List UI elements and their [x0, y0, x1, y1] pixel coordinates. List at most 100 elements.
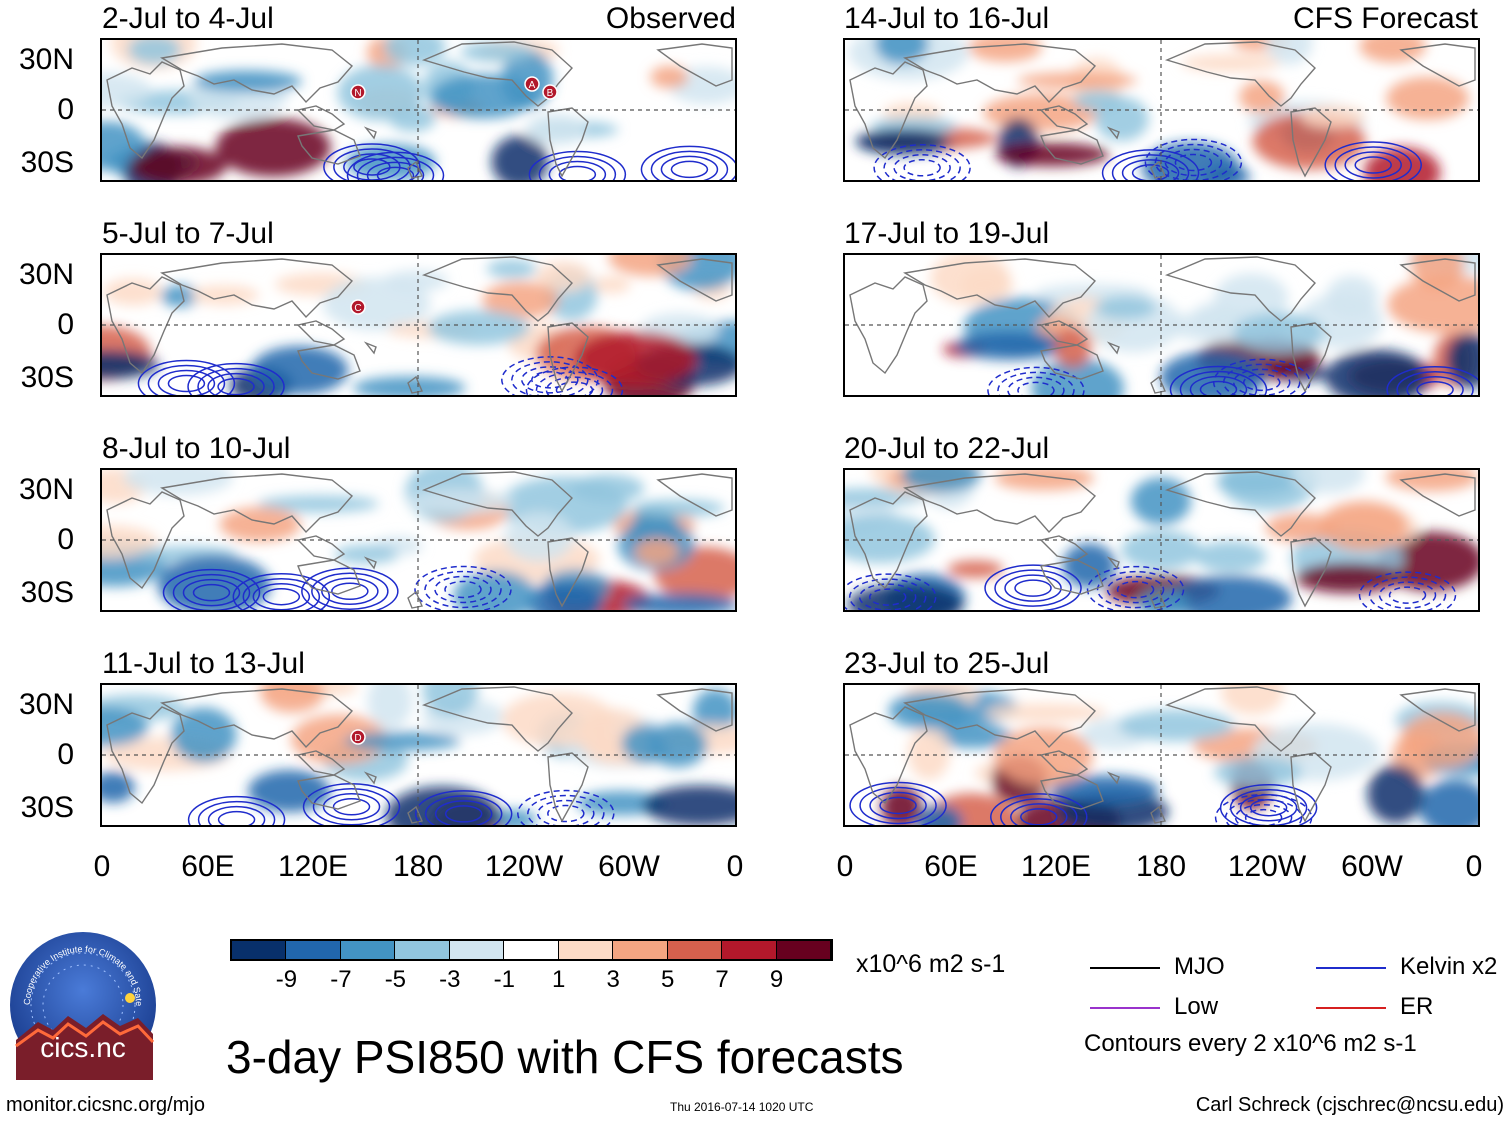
- y-label-30s: 30S: [20, 361, 74, 394]
- kelvin-contour-line: [197, 800, 276, 825]
- x-label: 60E: [924, 850, 978, 883]
- coastlines: [849, 686, 1476, 824]
- storm-label: N: [354, 88, 361, 99]
- colorbar-swatch: [504, 941, 559, 959]
- psi-anomaly-blob: [1095, 296, 1156, 320]
- kelvin-contour-line: [1111, 154, 1190, 180]
- x-label: 120E: [277, 850, 349, 883]
- y-label-30s: 30S: [20, 146, 74, 179]
- psi-anomaly-blob: [123, 470, 234, 496]
- kelvin-contour-line: [192, 583, 231, 602]
- psi-anomaly-blob: [1419, 779, 1478, 825]
- land-outline: [297, 129, 361, 165]
- panel-title: 17-Jul to 19-Jul: [844, 217, 1050, 250]
- kelvin-contour-line: [1396, 371, 1474, 395]
- land-outline: [1040, 559, 1104, 595]
- psi-anomaly-blob: [102, 72, 152, 109]
- footer-credit: Carl Schreck (cjschrec@ncsu.edu): [1195, 1094, 1504, 1116]
- map-panel: D: [100, 683, 737, 827]
- footer-url[interactable]: monitor.cicsnc.org/mjo: [6, 1094, 205, 1116]
- colorbar-swatch: [776, 941, 831, 959]
- psi-shading: [848, 40, 1469, 180]
- psi-anomaly-blob: [1214, 757, 1302, 788]
- psi-anomaly-blob: [608, 255, 692, 277]
- kelvin-contour-line: [1174, 153, 1213, 172]
- psi-anomaly-blob: [1073, 90, 1124, 111]
- map-panel: [843, 38, 1480, 182]
- psi-anomaly-blob: [383, 40, 446, 67]
- psi-anomaly-blob: [504, 512, 574, 562]
- kelvin-contour-line: [1121, 159, 1180, 180]
- psi-anomaly-blob: [1054, 327, 1092, 369]
- psi-anomaly-blob: [1031, 358, 1125, 395]
- psi-anomaly-blob: [536, 261, 591, 293]
- kelvin-contour-line: [242, 577, 321, 610]
- kelvin-contour-line: [868, 588, 907, 606]
- coastlines: [106, 471, 733, 609]
- kelvin-contour-line: [414, 790, 513, 825]
- map-panel: [843, 253, 1480, 397]
- x-label: 60W: [598, 850, 660, 883]
- x-label: 60W: [1341, 850, 1403, 883]
- colorbar: [230, 939, 833, 961]
- kelvin-contour-line: [1242, 373, 1281, 392]
- kelvin-contour-line: [1004, 574, 1062, 602]
- land-outline: [849, 61, 928, 160]
- kelvin-contour-line: [845, 573, 937, 610]
- x-label: 120W: [1227, 850, 1307, 883]
- land-outline: [1164, 471, 1316, 537]
- land-outline: [160, 258, 354, 319]
- y-label-30s: 30S: [20, 576, 74, 609]
- land-outline: [1106, 771, 1120, 785]
- coastlines: [106, 41, 733, 179]
- psi-anomaly-blob: [907, 726, 950, 780]
- kelvin-contour-line: [1131, 164, 1170, 180]
- land-outline: [421, 471, 573, 537]
- kelvin-contour-line: [521, 366, 579, 394]
- psi-anomaly-blob: [453, 570, 537, 610]
- land-outline: [421, 686, 573, 752]
- psi-anomaly-blob: [692, 688, 735, 734]
- land-outline: [296, 535, 346, 561]
- kelvin-contours: [845, 564, 1457, 610]
- legend-low: Low: [1090, 995, 1218, 1019]
- land-outline: [1399, 43, 1476, 87]
- psi-anomaly-blob: [491, 135, 549, 180]
- kelvin-contour-line: [376, 166, 415, 180]
- storm-marker: A: [524, 76, 540, 92]
- panel-title: 8-Jul to 10-Jul: [102, 432, 291, 465]
- storm-marker: B: [542, 84, 558, 100]
- kelvin-contour-line: [1199, 380, 1238, 395]
- psi-anomaly-blob: [1359, 40, 1427, 63]
- panel-title: 14-Jul to 16-Jul: [844, 2, 1050, 35]
- map-panel: [100, 468, 737, 612]
- psi-anomaly-blob: [845, 514, 936, 564]
- land-outline: [363, 771, 377, 785]
- cicsnc-logo: Cooperative Institute for Climate and Sa…: [5, 922, 158, 1080]
- kelvin-contour-line: [197, 367, 275, 395]
- land-outline: [297, 344, 361, 380]
- coastlines: [849, 256, 1476, 394]
- psi-anomaly-blob: [460, 41, 534, 63]
- psi-anomaly-blob: [1049, 775, 1160, 805]
- kelvin-contour-line: [994, 569, 1072, 607]
- land-outline: [1164, 256, 1316, 322]
- kelvin-contour-line: [343, 153, 401, 180]
- land-outline: [160, 43, 354, 104]
- kelvin-contour-line: [1101, 149, 1200, 180]
- land-outline: [106, 706, 185, 805]
- kelvin-line: [1316, 966, 1386, 969]
- x-label: 180: [392, 850, 444, 883]
- panel-title: 5-Jul to 7-Jul: [102, 217, 274, 250]
- panel-title: 2-Jul to 4-Jul: [102, 2, 274, 35]
- kelvin-contour-line: [1229, 788, 1308, 825]
- land-outline: [1106, 341, 1120, 355]
- kelvin-contour-line: [444, 580, 482, 599]
- colorbar-tick-label: 1: [552, 966, 566, 993]
- psi-anomaly-blob: [1367, 764, 1425, 824]
- psi-anomaly-blob: [947, 560, 1004, 578]
- kelvin-contour-line: [1144, 138, 1243, 180]
- colorbar-tick-label: -1: [493, 966, 515, 993]
- colorbar-swatch: [395, 941, 450, 959]
- kelvin-contours: [873, 138, 1422, 180]
